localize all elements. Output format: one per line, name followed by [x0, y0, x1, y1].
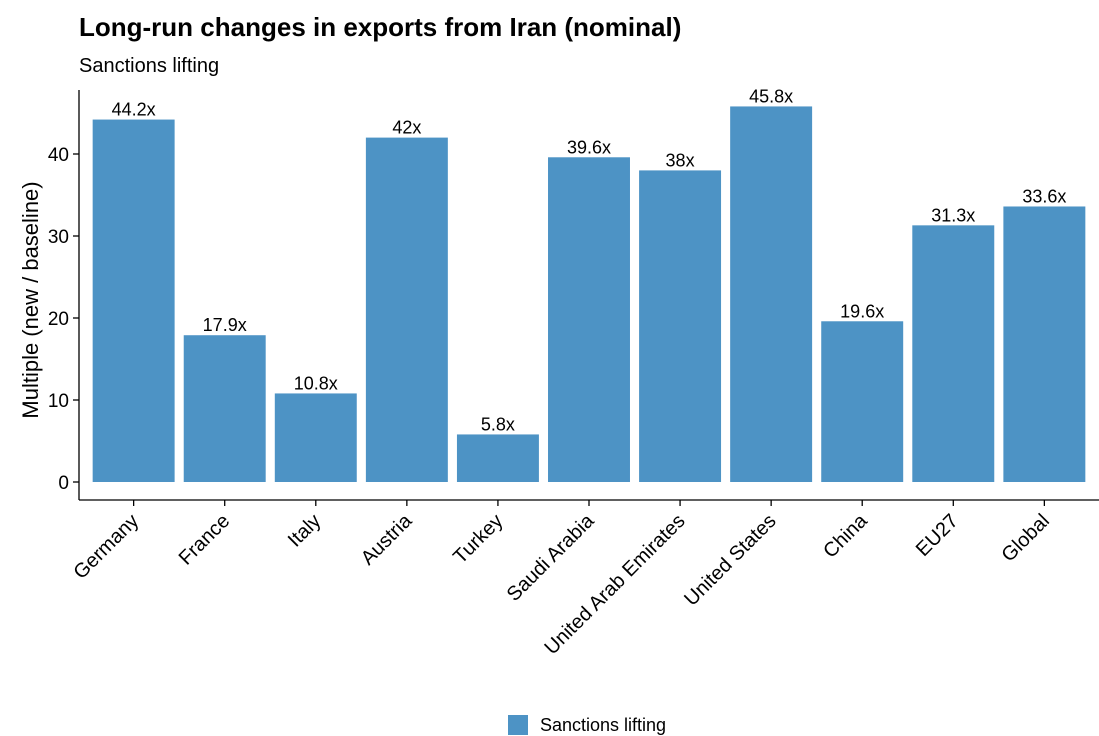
x-tick-label-china: China	[819, 509, 872, 562]
bar-china	[821, 321, 904, 482]
data-label-eu27: 31.3x	[931, 205, 975, 225]
bar-italy	[274, 393, 357, 482]
y-tick-label-30: 30	[48, 227, 69, 248]
y-tick-label-0: 0	[58, 473, 69, 494]
y-axis-title: Multiple (new / baseline)	[18, 181, 43, 418]
data-label-italy: 10.8x	[294, 373, 338, 393]
data-label-austria: 42x	[392, 118, 421, 138]
x-tick-label-germany: Germany	[69, 510, 143, 584]
bar-united-states	[730, 106, 813, 482]
bar-austria	[365, 137, 448, 482]
x-tick-label-eu27: EU27	[912, 510, 963, 561]
data-label-germany: 44.2x	[112, 100, 156, 120]
y-tick-label-40: 40	[48, 145, 69, 166]
legend-key-sanctions-lifting	[508, 715, 528, 735]
bar-germany	[92, 119, 175, 482]
bar-saudi-arabia	[548, 157, 630, 482]
data-labels-group: 44.2x 17.9x 10.8x 42x 5.8x 39.6x 38x 45.8x 19.6x…	[112, 86, 1067, 434]
legend-label: Sanctions lifting	[540, 714, 667, 735]
y-axis-ticks: 0 10 20 30 40	[48, 145, 79, 494]
data-label-turkey: 5.8x	[481, 414, 515, 434]
chart-subtitle: Sanctions lifting	[79, 55, 220, 77]
x-tick-label-italy: Italy	[284, 510, 325, 551]
bar-turkey	[456, 434, 539, 482]
bar-global	[1003, 206, 1086, 483]
x-tick-label-saudi-arabia: Saudi Arabia	[503, 509, 599, 605]
data-label-saudi-arabia: 39.6x	[567, 137, 611, 157]
data-label-united-arab-emirates: 38x	[666, 150, 695, 170]
data-label-france: 17.9x	[203, 315, 247, 335]
x-tick-label-global: Global	[997, 510, 1053, 566]
x-tick-label-united-states: United States	[680, 510, 780, 610]
bars-group	[92, 106, 1086, 483]
y-tick-label-10: 10	[48, 391, 69, 412]
bar-united-arab-emirates	[639, 170, 722, 482]
data-label-china: 19.6x	[840, 301, 884, 321]
bar-eu27	[912, 225, 995, 482]
legend: Sanctions lifting	[508, 714, 666, 736]
chart-title: Long-run changes in exports from Iran (n…	[79, 12, 682, 42]
data-label-united-states: 45.8x	[749, 86, 793, 106]
x-tick-label-turkey: Turkey	[449, 510, 507, 568]
bar-france	[183, 335, 266, 482]
y-tick-label-20: 20	[48, 309, 69, 330]
x-tick-label-austria: Austria	[357, 509, 417, 569]
x-tick-label-france: France	[175, 510, 235, 570]
data-label-global: 33.6x	[1022, 186, 1066, 206]
